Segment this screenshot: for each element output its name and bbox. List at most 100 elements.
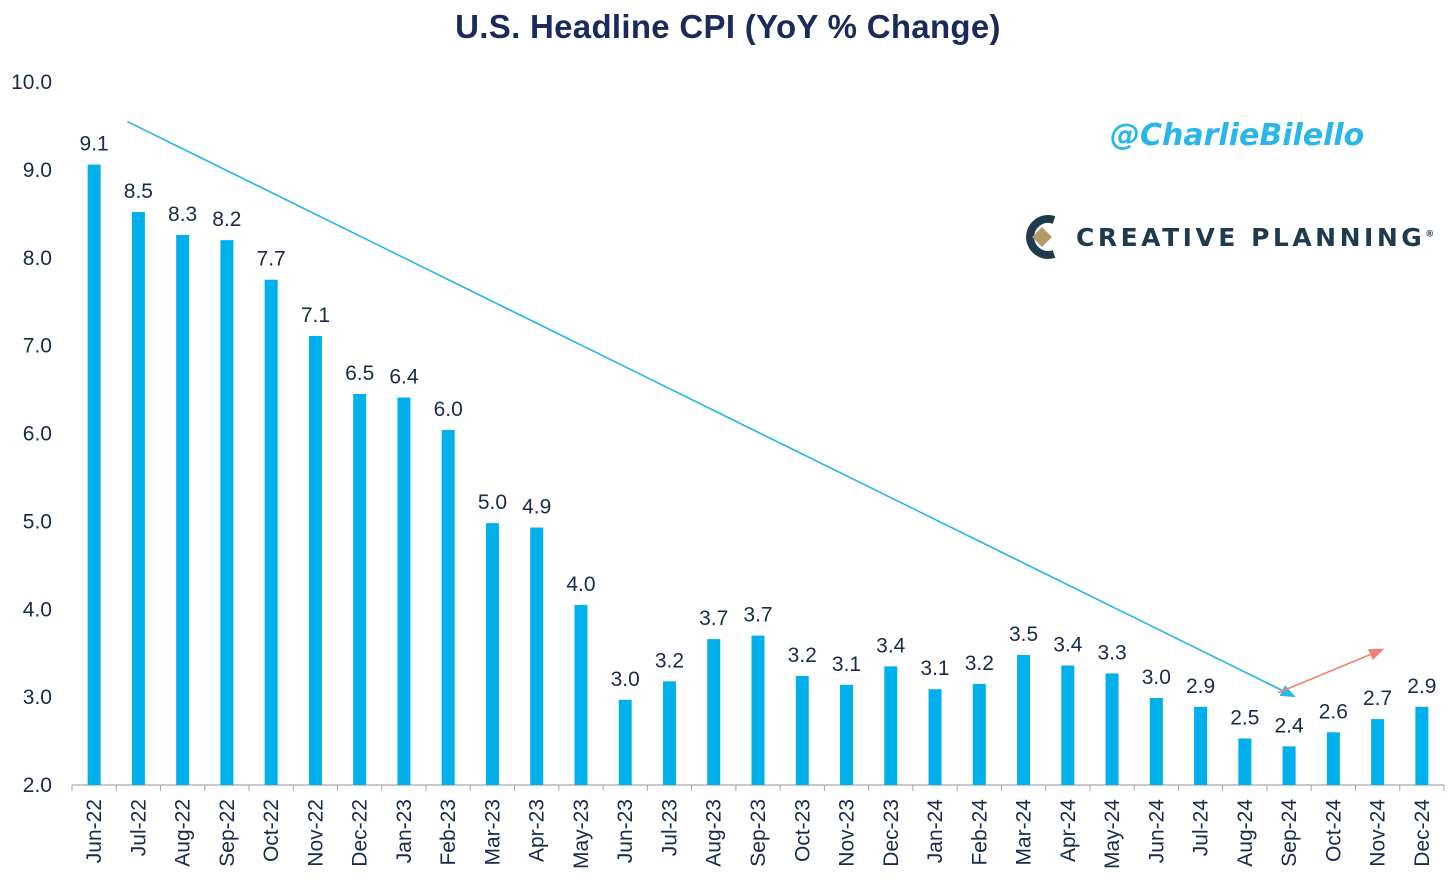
- x-tick-label: Jan-24: [924, 799, 947, 864]
- x-tick-label: Jun-24: [1145, 799, 1168, 864]
- x-tick-label: Jul-24: [1190, 799, 1213, 857]
- data-label: 6.5: [345, 362, 374, 385]
- bar: [662, 681, 676, 785]
- bar: [441, 429, 455, 785]
- bar: [1415, 706, 1429, 785]
- data-label: 3.0: [1142, 666, 1171, 689]
- bar: [353, 393, 367, 785]
- x-tick-label: Aug-24: [1234, 799, 1257, 867]
- bar: [840, 684, 854, 785]
- x-tick-label: Jun-22: [83, 799, 106, 863]
- bar: [131, 212, 145, 785]
- x-tick-label: Oct-24: [1322, 799, 1345, 862]
- y-tick-label: 8.0: [23, 247, 52, 270]
- data-label: 3.4: [1053, 633, 1083, 656]
- trend-arrow-up: [1277, 653, 1371, 694]
- y-tick-label: 10.0: [11, 71, 52, 94]
- data-label: 2.7: [1363, 687, 1392, 710]
- bar: [1017, 654, 1031, 785]
- bar: [220, 240, 234, 786]
- y-tick-label: 7.0: [23, 335, 52, 358]
- bar: [485, 523, 499, 785]
- bar: [707, 639, 721, 785]
- data-label: 7.1: [301, 304, 330, 327]
- data-label: 9.1: [80, 133, 109, 156]
- brand-name: CREATIVE PLANNING®: [1076, 222, 1438, 252]
- y-tick-label: 9.0: [23, 159, 52, 182]
- x-tick-label: Mar-24: [1013, 799, 1036, 866]
- y-tick-label: 4.0: [23, 598, 52, 621]
- bar: [574, 604, 588, 785]
- x-tick-label: Dec-23: [880, 799, 903, 867]
- data-label: 2.6: [1319, 700, 1348, 723]
- x-tick-label: Nov-22: [304, 799, 327, 867]
- bar: [1149, 698, 1163, 785]
- bar: [308, 335, 322, 785]
- data-label: 3.0: [611, 668, 640, 691]
- bar: [1282, 746, 1296, 785]
- data-label: 3.1: [920, 657, 949, 680]
- x-tick-label: Apr-23: [526, 799, 549, 862]
- data-label: 8.2: [212, 208, 241, 231]
- x-tick-label: Jun-23: [614, 799, 637, 863]
- bar: [264, 279, 278, 785]
- x-tick-label: Sep-23: [747, 799, 770, 867]
- data-label: 3.1: [832, 653, 861, 676]
- x-tick-label: Oct-23: [791, 799, 814, 862]
- x-tick-label: Nov-23: [836, 799, 859, 867]
- bar: [530, 527, 544, 785]
- x-tick-label: Feb-24: [968, 799, 991, 866]
- bar: [1238, 738, 1252, 785]
- data-label: 8.5: [124, 180, 153, 203]
- x-tick-label: Oct-22: [260, 799, 283, 862]
- data-label: 8.3: [168, 203, 197, 226]
- bar: [1194, 706, 1208, 785]
- trend-arrowhead-up: [1368, 648, 1385, 661]
- x-tick-label: Jul-23: [658, 799, 681, 856]
- data-label: 3.4: [876, 634, 906, 657]
- data-label: 2.9: [1407, 675, 1436, 698]
- y-tick-label: 2.0: [23, 774, 52, 797]
- data-label: 4.0: [566, 573, 595, 596]
- x-tick-label: Aug-22: [172, 799, 195, 867]
- data-label: 6.4: [389, 365, 419, 388]
- trend-arrow-down: [126, 120, 1283, 692]
- bar: [87, 164, 101, 786]
- x-tick-label: Feb-23: [437, 799, 460, 866]
- bar-series: [87, 164, 1429, 786]
- x-tick-label: Apr-24: [1057, 799, 1080, 862]
- x-tick-label: May-24: [1101, 799, 1124, 869]
- data-label: 3.2: [655, 649, 684, 672]
- data-label: 3.2: [788, 644, 817, 667]
- x-tick-label: Nov-24: [1367, 799, 1390, 867]
- bar: [176, 234, 190, 786]
- data-label: 2.4: [1274, 714, 1304, 737]
- x-tick-label: Sep-24: [1278, 799, 1301, 867]
- creative-planning-logo-icon: [1026, 215, 1056, 259]
- bar: [1061, 665, 1075, 785]
- data-label: 7.7: [257, 248, 286, 271]
- y-tick-label: 5.0: [23, 510, 52, 533]
- data-label: 3.5: [1009, 623, 1038, 646]
- trend-arrows: [126, 120, 1385, 698]
- author-handle: @CharlieBilello: [1110, 118, 1365, 153]
- data-label: 3.7: [743, 604, 772, 627]
- brand-registered-mark: ®: [1425, 229, 1438, 240]
- data-labels: 9.1 8.5 8.3 8.2 7.7 7.1 6.5 6.4 6.0 5.0 4.9 4.0 3.0 3…: [80, 133, 1437, 738]
- x-tick-label: Dec-24: [1411, 799, 1434, 867]
- y-tick-label: 3.0: [23, 686, 52, 709]
- bar: [618, 699, 632, 785]
- bar: [928, 689, 942, 785]
- data-label: 3.3: [1097, 641, 1126, 664]
- y-axis: 2.0 3.0 4.0 5.0 6.0 7.0 8.0 9.0 10.0: [11, 71, 52, 797]
- trend-arrowhead-down: [1279, 685, 1296, 698]
- bar: [1326, 732, 1340, 785]
- bar: [1105, 673, 1119, 785]
- data-label: 2.5: [1230, 706, 1259, 729]
- y-tick-label: 6.0: [23, 423, 52, 446]
- bar: [884, 666, 898, 785]
- data-label: 4.9: [522, 496, 551, 519]
- data-label: 6.0: [434, 398, 463, 421]
- data-label: 2.9: [1186, 675, 1215, 698]
